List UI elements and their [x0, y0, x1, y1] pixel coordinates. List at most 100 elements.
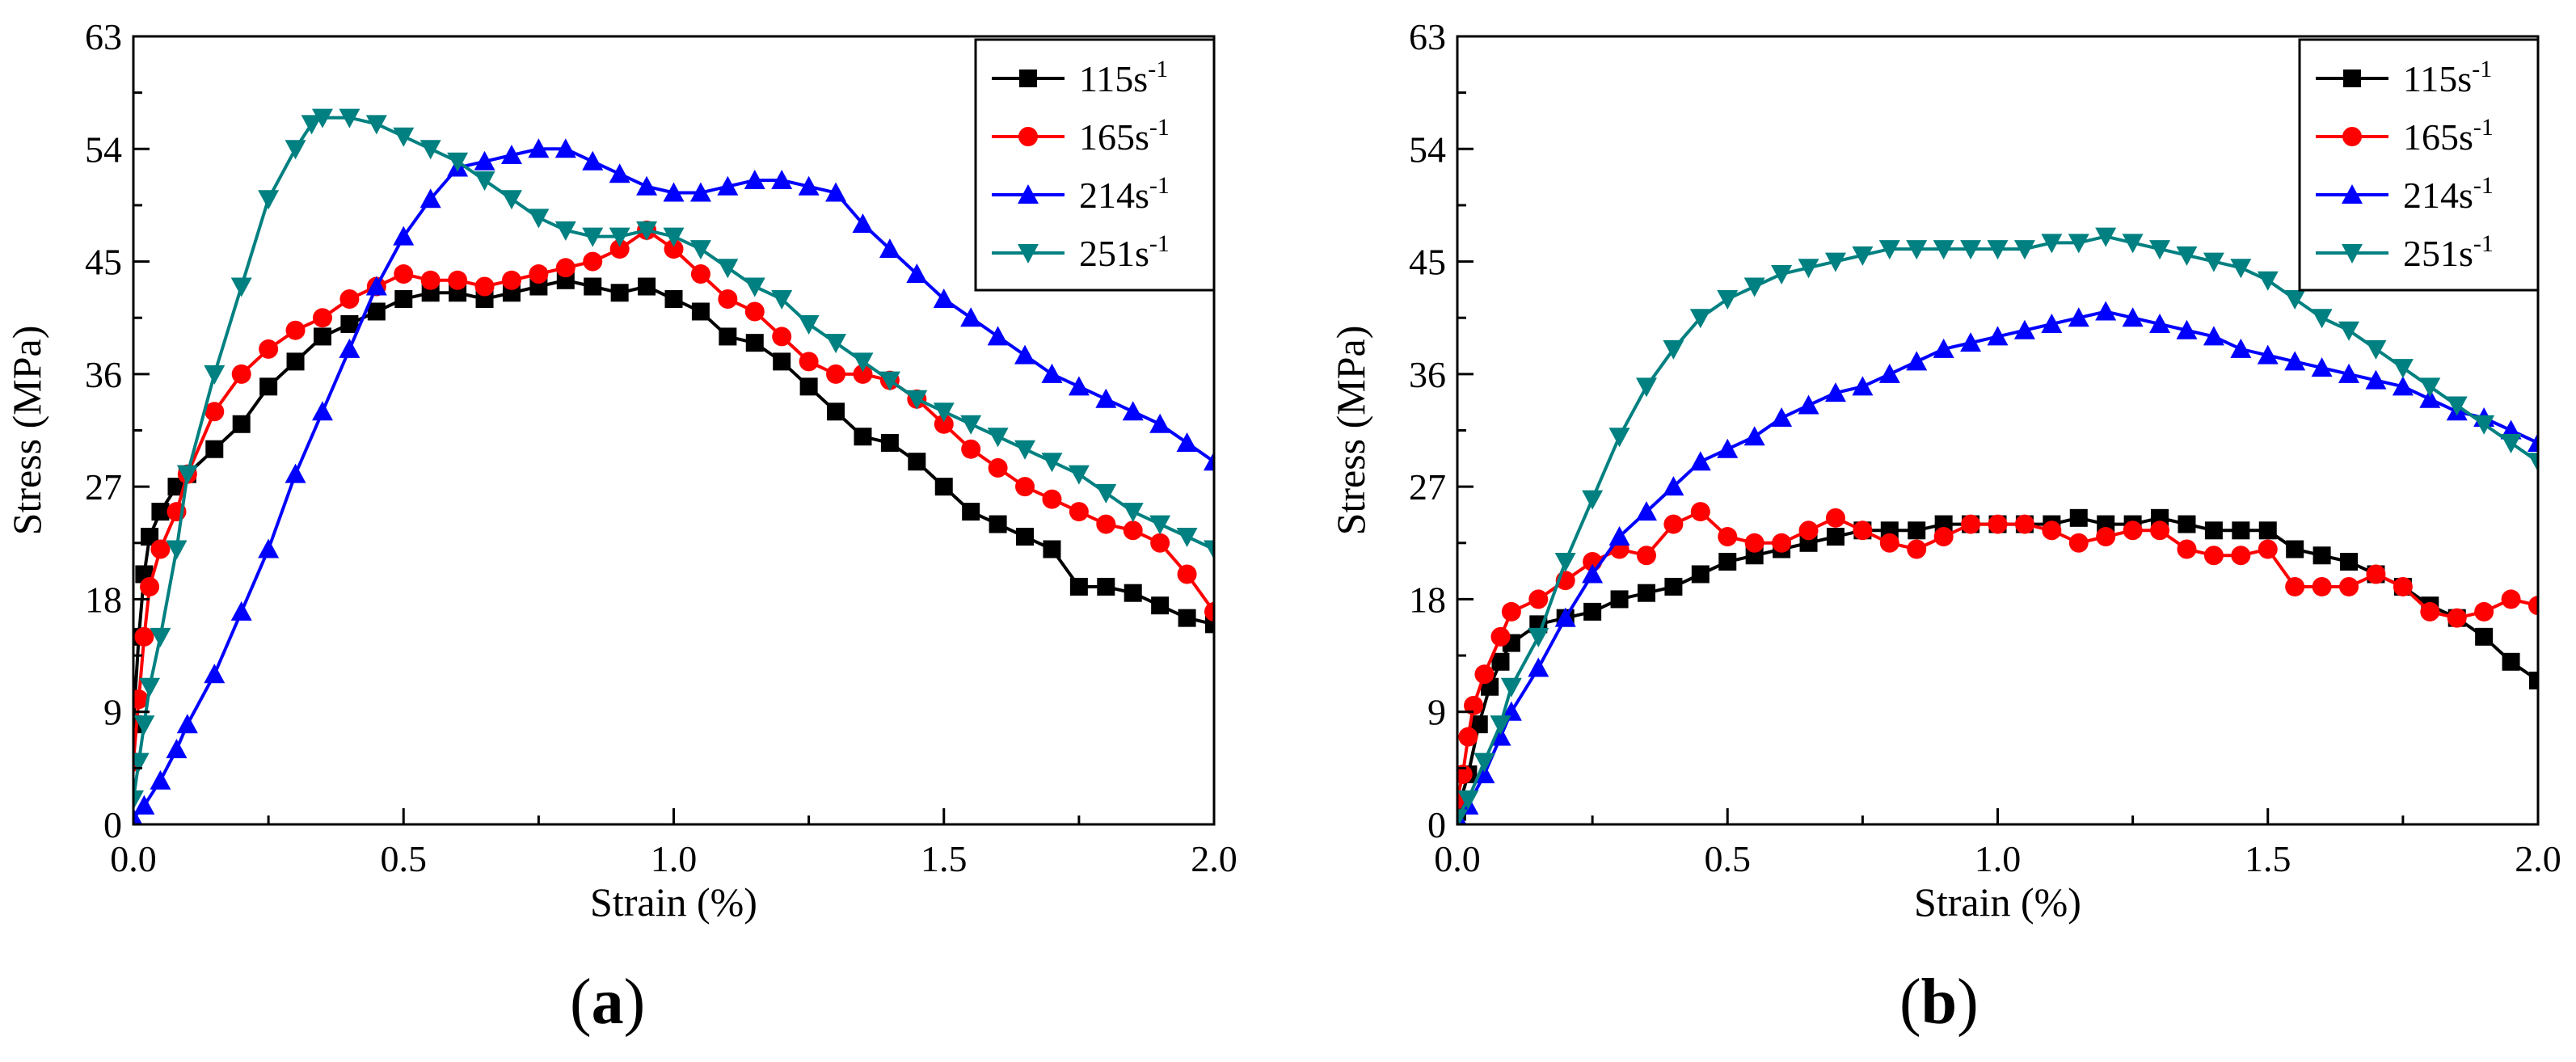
data-point: [1177, 564, 1197, 584]
data-point: [638, 277, 656, 296]
data-point: [1826, 528, 1845, 546]
data-point: [447, 152, 469, 172]
data-point: [1178, 609, 1196, 627]
data-point: [1663, 476, 1684, 496]
y-tick-label: 18: [85, 579, 122, 620]
data-point: [1824, 252, 1846, 272]
data-point: [2284, 351, 2306, 371]
data-point: [934, 478, 953, 496]
data-point: [1717, 438, 1739, 458]
data-point: [1457, 809, 1468, 824]
data-point: [528, 209, 550, 229]
legend-label-214: 214s-1: [1079, 172, 1170, 216]
legend-item-214: 214s-1: [992, 172, 1170, 216]
data-point: [1933, 240, 1954, 260]
data-point: [744, 169, 765, 189]
data-point: [140, 576, 160, 596]
data-point: [853, 364, 873, 384]
data-point: [825, 334, 847, 354]
data-point: [2473, 415, 2495, 435]
data-point: [1988, 514, 2008, 534]
data-point: [609, 163, 630, 183]
data-point: [2230, 259, 2252, 279]
data-point: [1635, 501, 1657, 521]
legend-label-exponent: -1: [2473, 114, 2494, 141]
data-point: [339, 289, 360, 309]
data-point: [1689, 309, 1711, 329]
data-point: [285, 140, 306, 160]
legend-box: [974, 38, 1216, 292]
data-point: [1123, 520, 1143, 541]
data-point: [2068, 533, 2089, 553]
x-tick-label: 1.0: [651, 838, 698, 879]
data-point: [2338, 321, 2360, 341]
data-point: [2286, 540, 2304, 558]
data-point: [1474, 752, 1495, 773]
data-point: [141, 528, 159, 546]
data-point: [166, 540, 188, 560]
data-point: [1528, 657, 1549, 677]
data-point: [2446, 396, 2468, 416]
data-point: [987, 428, 1009, 448]
data-point: [2095, 227, 2117, 247]
data-point: [1717, 290, 1739, 310]
data-point: [2232, 521, 2250, 540]
data-point: [664, 239, 684, 259]
data-point: [852, 352, 874, 373]
data-point: [1041, 363, 1063, 383]
data-point: [2419, 377, 2441, 398]
data-point: [1960, 332, 1982, 352]
data-point: [1469, 715, 1488, 734]
legend-marker: [2342, 184, 2363, 204]
data-point: [1961, 514, 1981, 534]
series-214: [133, 138, 1214, 824]
data-point: [988, 457, 1008, 478]
data-point: [2500, 433, 2522, 453]
data-point: [960, 307, 982, 327]
data-point: [230, 601, 252, 621]
data-point: [2447, 608, 2467, 628]
data-point: [1663, 339, 1684, 360]
data-point: [2095, 301, 2117, 321]
y-tick-label: 45: [85, 242, 122, 283]
data-point: [1691, 565, 1710, 584]
data-point: [1016, 528, 1035, 546]
data-point: [2204, 521, 2223, 540]
data-point: [1718, 527, 1738, 547]
y-tick-label: 9: [103, 692, 122, 733]
data-point: [528, 138, 550, 158]
data-point: [799, 377, 818, 396]
data-point: [204, 365, 226, 385]
data-point: [854, 428, 872, 446]
data-point: [150, 627, 171, 647]
data-point: [1852, 246, 1874, 266]
panel-label-b-letter: b: [1920, 967, 1958, 1038]
chart-panel-b: 0.0 0.5 1.0 1.5 2.0 0 9 18 27 36 45 54 63 Strain (%) S…: [1328, 16, 2561, 925]
data-point: [285, 320, 306, 340]
data-point: [2366, 564, 2386, 584]
data-point: [2014, 514, 2034, 534]
data-point: [1554, 553, 1576, 572]
data-point: [1043, 540, 1061, 558]
data-point: [2176, 246, 2198, 266]
data-point: [1798, 259, 1819, 279]
data-point: [744, 277, 765, 297]
y-tick-label: 36: [1409, 354, 1446, 395]
x-axis-label: Strain (%): [1914, 879, 2081, 925]
data-point: [150, 539, 171, 559]
data-point: [2041, 313, 2063, 333]
data-point: [1204, 540, 1214, 560]
y-tick-label: 27: [85, 466, 122, 508]
data-point: [717, 259, 739, 279]
data-point: [285, 463, 306, 483]
data-point: [2177, 539, 2197, 559]
data-point: [798, 175, 820, 196]
data-point: [2258, 539, 2278, 559]
x-tick-label: 2.0: [2515, 838, 2561, 879]
data-point: [2501, 589, 2521, 609]
data-point: [259, 339, 279, 359]
data-point: [1457, 790, 1479, 811]
data-point: [529, 264, 549, 284]
data-point: [880, 433, 899, 452]
data-point: [133, 794, 155, 815]
